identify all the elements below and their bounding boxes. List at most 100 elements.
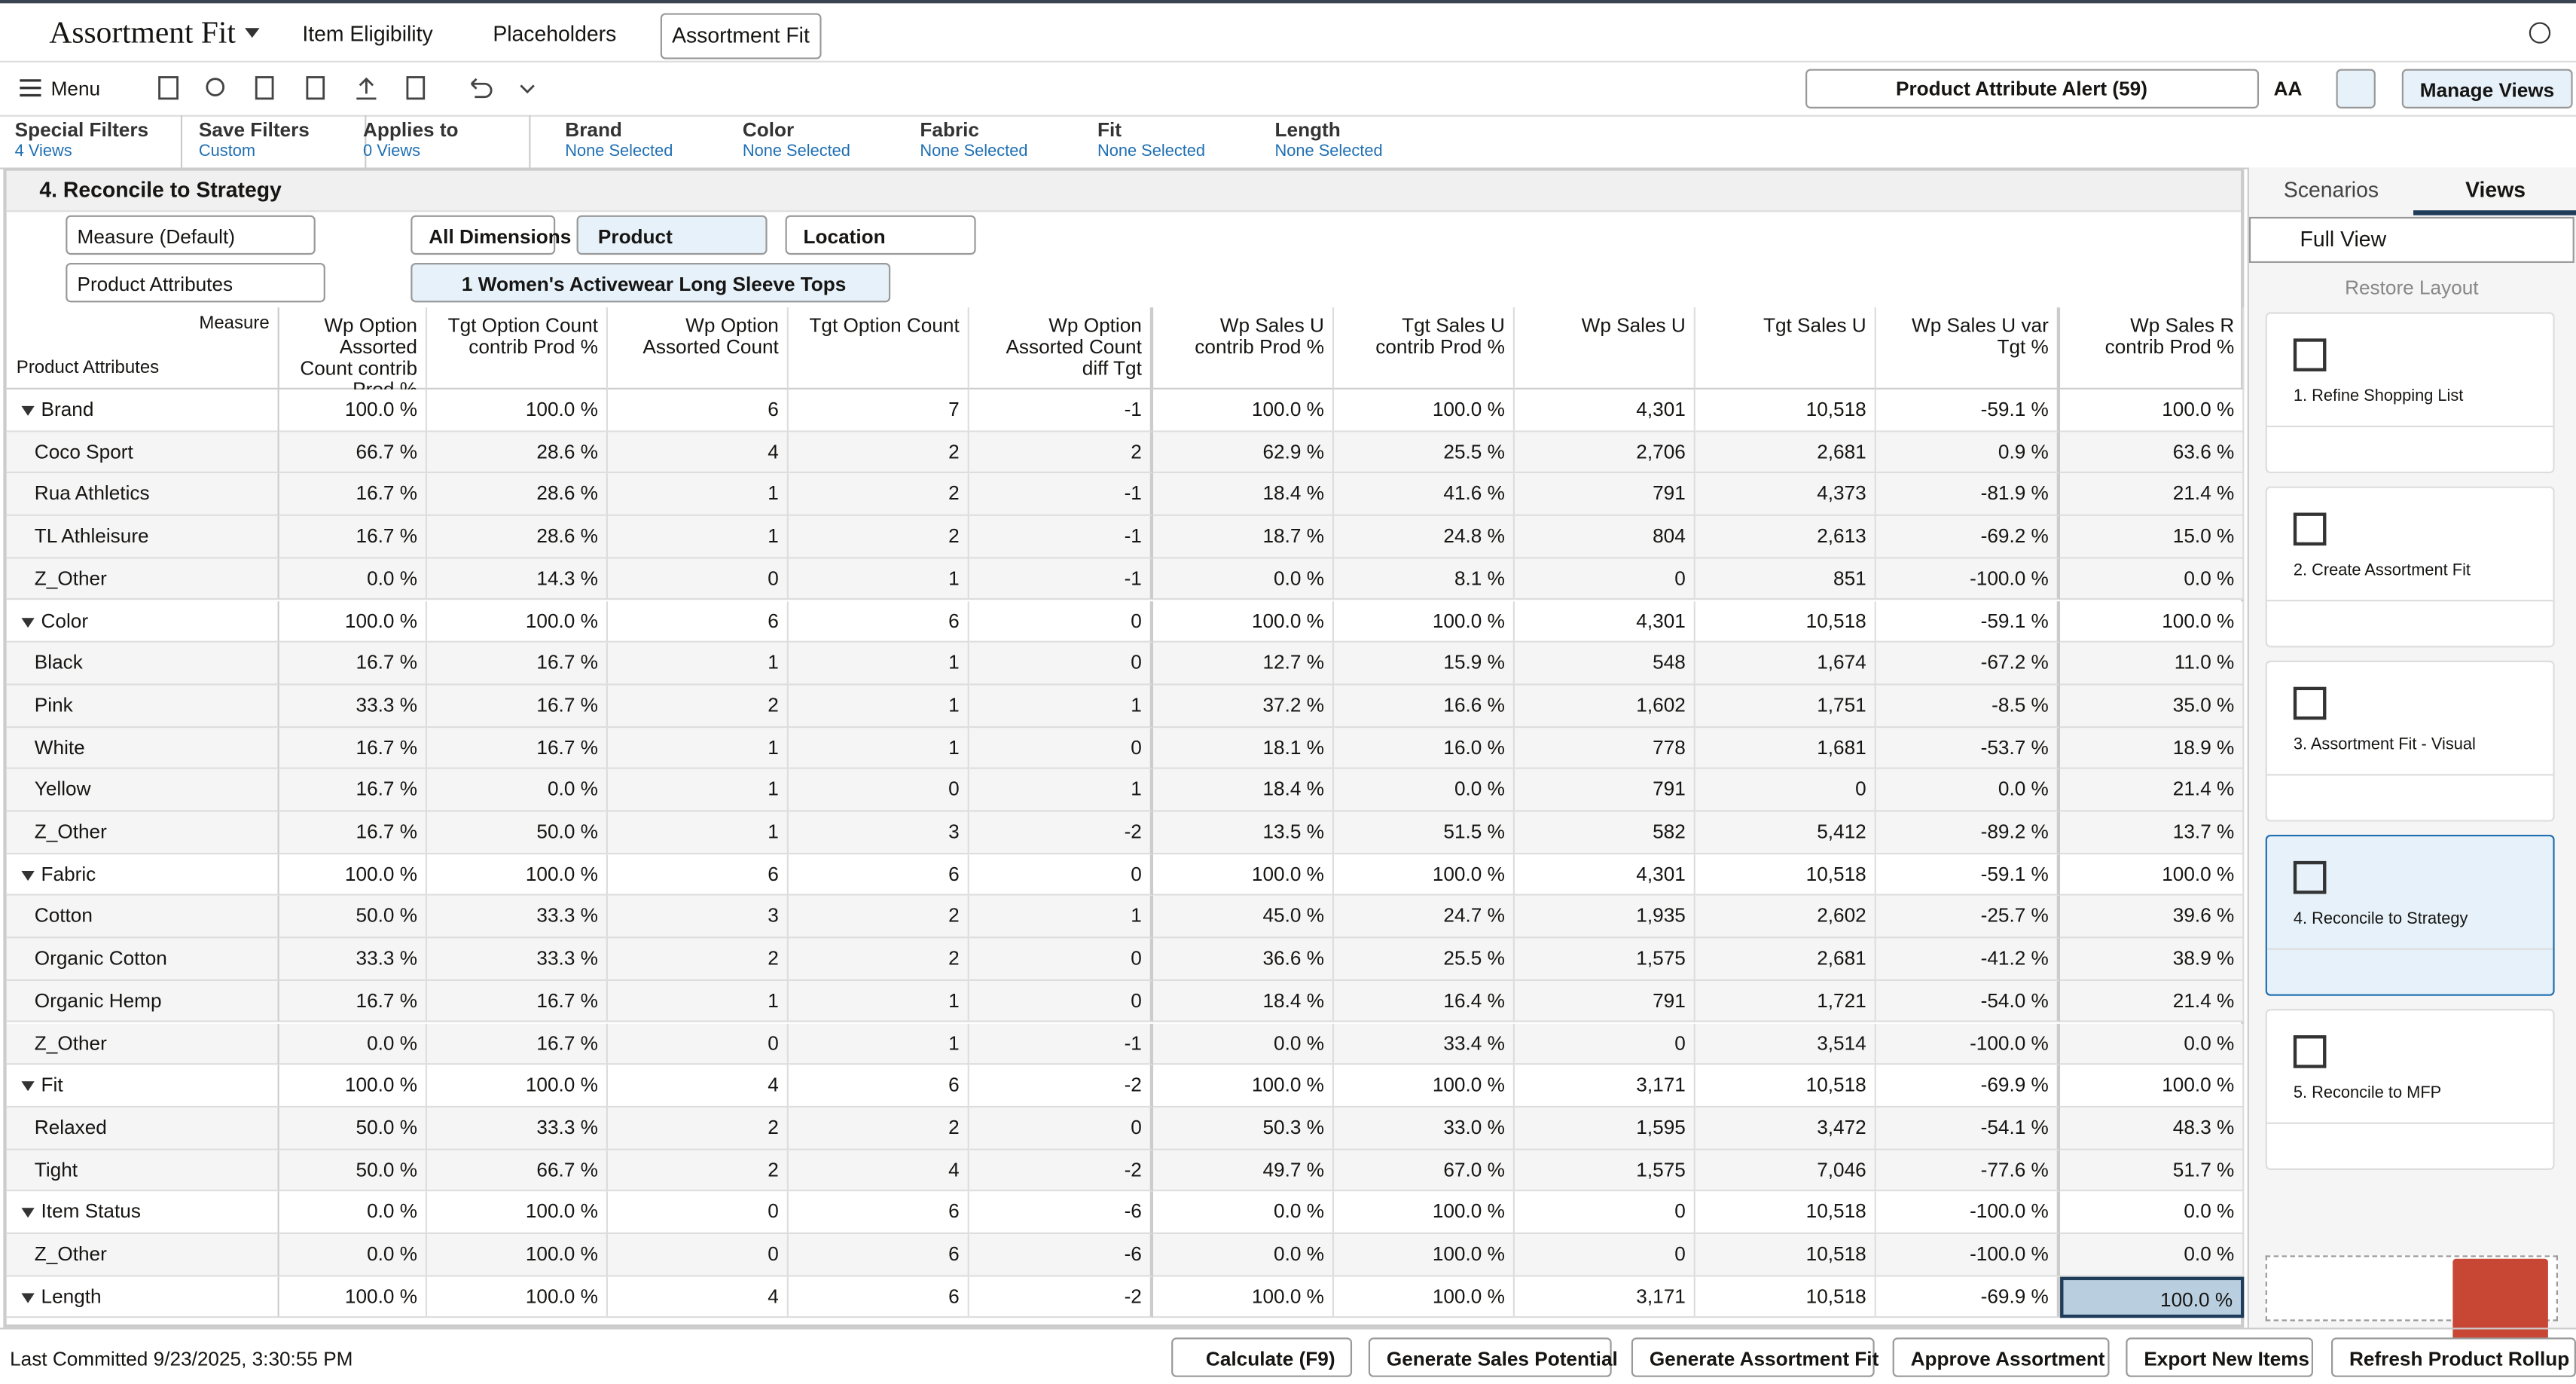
- data-cell[interactable]: -6: [969, 1191, 1154, 1234]
- data-cell[interactable]: 1,575: [1514, 1149, 1695, 1192]
- data-cell[interactable]: 2,602: [1695, 896, 1876, 939]
- data-cell[interactable]: 13.5 %: [1153, 811, 1335, 854]
- data-cell[interactable]: 0: [969, 727, 1154, 770]
- data-cell[interactable]: 0.0 %: [279, 1191, 428, 1234]
- data-cell[interactable]: 16.7 %: [427, 1022, 609, 1065]
- footer-button[interactable]: Refresh Product Rollup: [2330, 1337, 2576, 1377]
- data-cell[interactable]: 1,935: [1514, 896, 1695, 939]
- filter[interactable]: Applies to 0 Views: [363, 118, 527, 164]
- filter-toggle[interactable]: [2336, 69, 2376, 108]
- data-cell[interactable]: 1,751: [1695, 685, 1876, 728]
- data-cell[interactable]: 16.7 %: [279, 474, 428, 517]
- expand-icon[interactable]: [21, 405, 35, 416]
- data-cell[interactable]: 21.4 %: [2060, 980, 2245, 1023]
- data-cell[interactable]: 3,472: [1695, 1107, 1876, 1150]
- data-cell[interactable]: -1: [969, 474, 1154, 517]
- footer-button[interactable]: Generate Assortment Fit: [1631, 1337, 1879, 1377]
- data-cell[interactable]: 0.0 %: [1153, 558, 1335, 601]
- row-header[interactable]: Fit: [6, 1065, 279, 1108]
- data-cell[interactable]: 0.0 %: [2060, 558, 2245, 601]
- data-cell[interactable]: 0: [969, 938, 1154, 981]
- data-cell[interactable]: 100.0 %: [427, 389, 609, 432]
- row-header[interactable]: Length: [6, 1276, 279, 1319]
- data-cell[interactable]: -8.5 %: [1876, 685, 2061, 728]
- view-card[interactable]: 1. Refine Shopping List: [2265, 312, 2555, 474]
- data-cell[interactable]: 66.7 %: [279, 431, 428, 474]
- data-cell[interactable]: -69.9 %: [1876, 1276, 2061, 1319]
- data-cell[interactable]: 1: [608, 516, 789, 559]
- data-cell[interactable]: 4: [608, 1276, 789, 1319]
- data-cell[interactable]: 45.0 %: [1153, 896, 1335, 939]
- data-cell[interactable]: 0.0 %: [1153, 1022, 1335, 1065]
- data-cell[interactable]: 16.7 %: [427, 685, 609, 728]
- data-cell[interactable]: -100.0 %: [1876, 1022, 2061, 1065]
- data-cell[interactable]: 50.3 %: [1153, 1107, 1335, 1150]
- data-cell[interactable]: -100.0 %: [1876, 1191, 2061, 1234]
- font-size-button[interactable]: AA: [2273, 77, 2303, 101]
- measure-selector[interactable]: Measure (Default): [66, 215, 316, 255]
- data-cell[interactable]: 0.0 %: [427, 769, 609, 812]
- data-cell[interactable]: -2: [969, 1149, 1154, 1192]
- data-cell[interactable]: 6: [788, 1276, 969, 1319]
- data-cell[interactable]: 1: [788, 1022, 969, 1065]
- data-cell[interactable]: 16.7 %: [279, 769, 428, 812]
- data-cell[interactable]: 0: [969, 600, 1154, 643]
- view-card[interactable]: 4. Reconcile to Strategy: [2265, 834, 2555, 996]
- data-cell[interactable]: 1: [788, 685, 969, 728]
- data-cell[interactable]: 48.3 %: [2060, 1107, 2245, 1150]
- data-cell[interactable]: 33.3 %: [427, 1107, 609, 1150]
- filter[interactable]: Color None Selected: [743, 118, 907, 164]
- view-card[interactable]: 2. Create Assortment Fit: [2265, 486, 2555, 648]
- data-cell[interactable]: 100.0 %: [2060, 854, 2245, 897]
- data-cell[interactable]: 3: [608, 896, 789, 939]
- data-cell[interactable]: 33.3 %: [279, 938, 428, 981]
- data-cell[interactable]: 16.7 %: [279, 516, 428, 559]
- data-cell[interactable]: 1,575: [1514, 938, 1695, 981]
- data-cell[interactable]: -2: [969, 1065, 1154, 1108]
- data-cell[interactable]: 0: [1514, 1022, 1695, 1065]
- data-cell[interactable]: 1: [969, 685, 1154, 728]
- data-cell[interactable]: 1: [788, 558, 969, 601]
- footer-button[interactable]: Calculate (F9): [1171, 1337, 1353, 1377]
- expand-icon[interactable]: [21, 1292, 35, 1303]
- data-cell[interactable]: 1,681: [1695, 727, 1876, 770]
- data-cell[interactable]: 16.4 %: [1334, 980, 1515, 1023]
- data-cell[interactable]: 100.0 %: [427, 1276, 609, 1319]
- data-cell[interactable]: 63.6 %: [2060, 431, 2245, 474]
- data-cell[interactable]: 10,518: [1695, 1234, 1876, 1277]
- data-cell[interactable]: 16.7 %: [279, 980, 428, 1023]
- data-cell[interactable]: 4,301: [1514, 600, 1695, 643]
- data-cell[interactable]: 2,681: [1695, 938, 1876, 981]
- data-cell[interactable]: 10,518: [1695, 600, 1876, 643]
- data-cell[interactable]: -69.9 %: [1876, 1065, 2061, 1108]
- data-cell[interactable]: 14.3 %: [427, 558, 609, 601]
- data-cell[interactable]: 16.6 %: [1334, 685, 1515, 728]
- data-cell[interactable]: 2,706: [1514, 431, 1695, 474]
- data-cell[interactable]: 100.0 %: [1334, 854, 1515, 897]
- data-cell[interactable]: 36.6 %: [1153, 938, 1335, 981]
- data-cell[interactable]: 100.0 %: [279, 1065, 428, 1108]
- data-cell[interactable]: 2: [608, 1149, 789, 1192]
- row-header[interactable]: Fabric: [6, 854, 279, 897]
- data-cell[interactable]: 28.6 %: [427, 474, 609, 517]
- data-cell[interactable]: 2: [788, 431, 969, 474]
- data-cell[interactable]: 100.0 %: [1153, 1276, 1335, 1319]
- data-cell[interactable]: -2: [969, 811, 1154, 854]
- data-cell[interactable]: 1: [969, 769, 1154, 812]
- layout-selector[interactable]: Full View: [2248, 216, 2574, 263]
- data-cell[interactable]: 2,613: [1695, 516, 1876, 559]
- data-cell[interactable]: 0: [969, 854, 1154, 897]
- nav-tab[interactable]: Item Eligibility: [302, 21, 433, 47]
- data-cell[interactable]: 6: [788, 1065, 969, 1108]
- data-cell[interactable]: 16.7 %: [427, 727, 609, 770]
- data-cell[interactable]: 0.0 %: [1876, 769, 2061, 812]
- data-cell[interactable]: 4: [608, 1065, 789, 1108]
- data-cell[interactable]: 100.0 %: [1334, 389, 1515, 432]
- data-cell[interactable]: 0.0 %: [279, 558, 428, 601]
- data-cell[interactable]: -1: [969, 1022, 1154, 1065]
- footer-button[interactable]: Approve Assortment: [1892, 1337, 2110, 1377]
- data-cell[interactable]: 0: [1695, 769, 1876, 812]
- data-cell[interactable]: 50.0 %: [279, 1149, 428, 1192]
- data-cell[interactable]: 28.6 %: [427, 516, 609, 559]
- data-cell[interactable]: 1,595: [1514, 1107, 1695, 1150]
